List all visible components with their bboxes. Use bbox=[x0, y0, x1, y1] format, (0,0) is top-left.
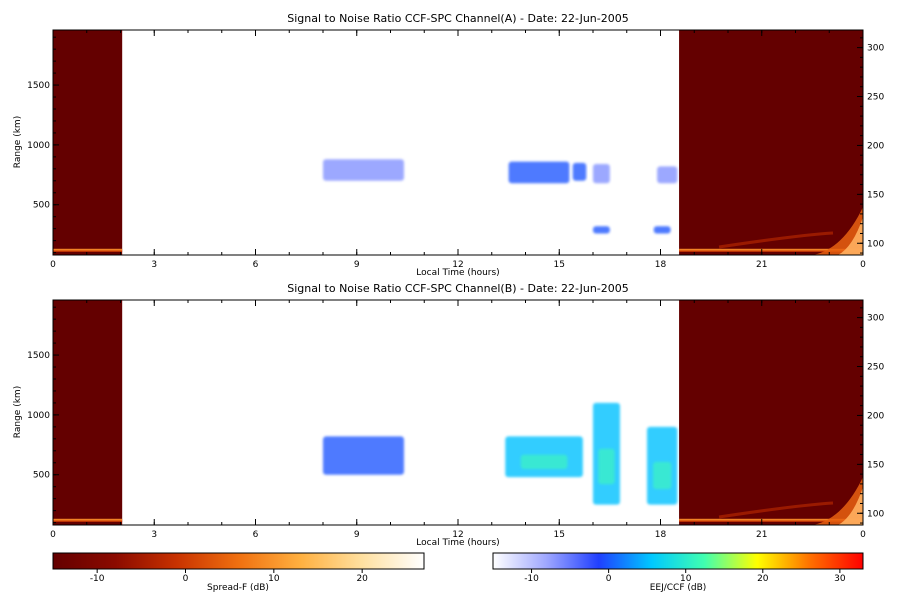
panel-b: Signal to Noise Ratio CCF-SPC Channel(B)… bbox=[13, 282, 884, 548]
colorbar-tick-label: -10 bbox=[524, 574, 539, 584]
panel-a-ylabel: Range (km) bbox=[13, 116, 23, 168]
panel-b-title: Signal to Noise Ratio CCF-SPC Channel(B)… bbox=[287, 282, 629, 295]
x-tick-label: 9 bbox=[354, 260, 360, 270]
colorbar-tick-label: 0 bbox=[606, 574, 612, 584]
panel-a-xlabel: Local Time (hours) bbox=[416, 268, 499, 278]
spread-f-base-ridge bbox=[679, 248, 863, 252]
colorbar-spread-f: Spread-F (dB) -10 0 10 20 bbox=[52, 552, 425, 593]
x-tick-label: 3 bbox=[151, 260, 157, 270]
y2-tick-label: 200 bbox=[867, 141, 884, 151]
x-tick-label: 6 bbox=[253, 260, 259, 270]
y2-tick-label: 100 bbox=[867, 239, 884, 249]
x-tick-label: 12 bbox=[452, 260, 463, 270]
x-tick-label: 18 bbox=[655, 260, 667, 270]
y-tick-label: 500 bbox=[33, 201, 50, 211]
spread-f-base-ridge bbox=[679, 518, 863, 522]
x-tick-label: 21 bbox=[756, 260, 767, 270]
spread-f-trace bbox=[718, 501, 834, 519]
panel-b-ylabel: Range (km) bbox=[13, 386, 23, 438]
y-tick-label: 1000 bbox=[27, 411, 50, 421]
colorbar-spread-f-label: Spread-F (dB) bbox=[207, 583, 269, 593]
echo-region bbox=[657, 166, 678, 184]
spread-f-bright-patch bbox=[813, 207, 863, 255]
spread-f-base-ridge bbox=[53, 518, 123, 522]
x-tick-label: 3 bbox=[151, 530, 157, 540]
echo-region bbox=[572, 162, 587, 181]
spread-f-base-ridge bbox=[53, 248, 123, 252]
y2-tick-label: 200 bbox=[867, 411, 884, 421]
spread-f-trace bbox=[718, 231, 834, 249]
spread-f-bright-patch bbox=[838, 217, 863, 255]
echo-region-core bbox=[653, 461, 672, 490]
colorbar-spread-f-bar bbox=[52, 552, 425, 570]
y2-tick-label: 150 bbox=[867, 460, 884, 470]
colorbar-tick-label: 10 bbox=[680, 574, 692, 584]
y-tick-label: 500 bbox=[33, 471, 50, 481]
y2-tick-label: 300 bbox=[867, 314, 884, 324]
panel-b-plot: 0 3 6 9 12 15 18 21 0 500 1000 1500 100 150 200 250 300 bbox=[27, 299, 884, 540]
x-tick-label: 15 bbox=[554, 530, 565, 540]
echo-region bbox=[323, 436, 404, 475]
echo-region-core bbox=[520, 454, 568, 469]
spread-f-bright-patch bbox=[813, 477, 863, 525]
y2-tick-label: 250 bbox=[867, 363, 884, 373]
echo-region bbox=[323, 159, 404, 181]
panel-a-plot: 0 3 6 9 12 15 18 21 0 500 1000 1500 100 150 200 250 300 bbox=[27, 29, 884, 270]
x-tick-label: 0 bbox=[50, 260, 56, 270]
colorbar-tick-label: 0 bbox=[183, 574, 189, 584]
y2-tick-label: 100 bbox=[867, 509, 884, 519]
x-tick-label: 6 bbox=[253, 530, 259, 540]
y-tick-label: 1500 bbox=[27, 81, 50, 91]
echo-region bbox=[593, 226, 610, 234]
x-tick-label: 21 bbox=[756, 530, 767, 540]
echo-region-core bbox=[598, 448, 615, 485]
colorbar-eej-ccf-bar bbox=[492, 552, 864, 570]
y2-tick-label: 150 bbox=[867, 190, 884, 200]
colorbar-tick-label: 10 bbox=[268, 574, 280, 584]
x-tick-label: 12 bbox=[452, 530, 463, 540]
colorbar-eej-ccf-label: EEJ/CCF (dB) bbox=[650, 583, 707, 593]
x-tick-label: 9 bbox=[354, 530, 360, 540]
y2-tick-label: 250 bbox=[867, 93, 884, 103]
colorbar-eej-ccf: EEJ/CCF (dB) -10 0 10 20 30 bbox=[492, 552, 864, 593]
spread-f-block bbox=[679, 300, 863, 525]
panel-a: Signal to Noise Ratio CCF-SPC Channel(A)… bbox=[13, 12, 884, 278]
echo-region bbox=[508, 161, 570, 184]
spread-f-block bbox=[53, 30, 123, 255]
spread-f-block bbox=[53, 300, 123, 525]
colorbar-tick-label: 20 bbox=[356, 574, 368, 584]
x-tick-label: 18 bbox=[655, 530, 667, 540]
x-tick-label: 0 bbox=[50, 530, 56, 540]
echo-region bbox=[593, 164, 610, 184]
y-tick-label: 1500 bbox=[27, 351, 50, 361]
echo-region bbox=[653, 226, 671, 234]
panel-b-xlabel: Local Time (hours) bbox=[416, 538, 499, 548]
colorbar-tick-label: 20 bbox=[757, 574, 769, 584]
x-tick-label: 0 bbox=[860, 260, 866, 270]
y-tick-label: 1000 bbox=[27, 141, 50, 151]
panel-a-title: Signal to Noise Ratio CCF-SPC Channel(A)… bbox=[287, 12, 628, 25]
spread-f-block bbox=[679, 30, 863, 255]
colorbar-tick-label: -10 bbox=[90, 574, 105, 584]
x-tick-label: 0 bbox=[860, 530, 866, 540]
spread-f-bright-patch bbox=[838, 487, 863, 525]
x-tick-label: 15 bbox=[554, 260, 565, 270]
y2-tick-label: 300 bbox=[867, 44, 884, 54]
colorbar-tick-label: 30 bbox=[834, 574, 846, 584]
